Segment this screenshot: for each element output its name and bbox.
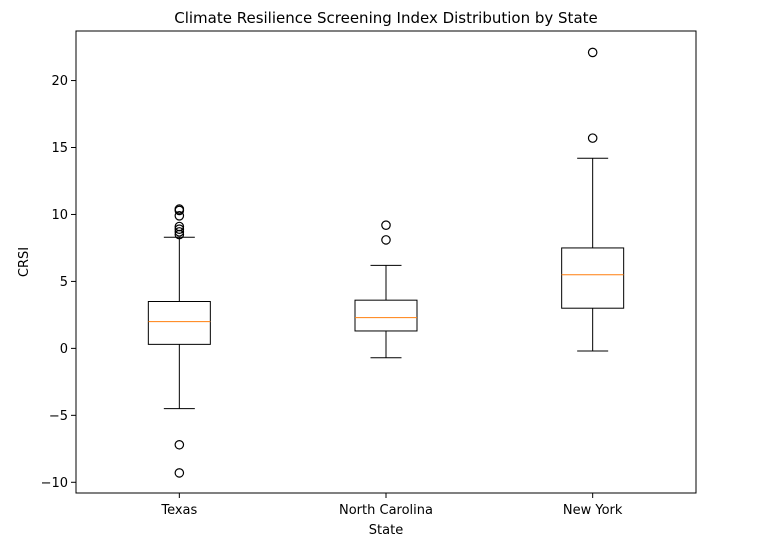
y-tick-label: 20 [51,74,68,89]
x-tick-label: North Carolina [339,503,433,518]
iqr-box [147,301,211,345]
outlier-point [174,468,185,478]
iqr-box [354,299,418,332]
outlier-point [381,235,391,245]
x-axis-label: State [369,523,403,538]
y-tick-label: −10 [41,476,68,491]
outlier-point [587,133,598,143]
box-new-york [561,47,625,352]
box-texas [147,204,211,478]
y-tick-label: 5 [60,275,68,290]
y-tick-label: 0 [60,342,68,357]
outlier-point [174,227,185,237]
outlier-point [174,221,185,232]
x-tick-label: Texas [160,503,197,518]
plot-frame [75,30,697,494]
outlier-point [587,47,598,58]
x-axis: Texas North Carolina New York [160,493,623,518]
chart-title: Climate Resilience Screening Index Distr… [174,9,598,27]
outlier-point [174,204,185,214]
iqr-box [561,247,625,309]
x-tick-label: New York [563,503,623,518]
outlier-point [381,220,391,230]
box-north-carolina [354,220,418,359]
y-axis: −10 −5 0 5 10 15 20 [41,74,76,491]
y-tick-label: 15 [51,141,68,156]
y-tick-label: −5 [49,409,68,424]
box-plots [147,47,625,478]
outlier-point [174,224,185,234]
outlier-point [174,211,185,221]
outlier-point [174,439,185,450]
y-tick-label: 10 [51,208,68,223]
y-axis-label: CRSI [17,247,32,277]
